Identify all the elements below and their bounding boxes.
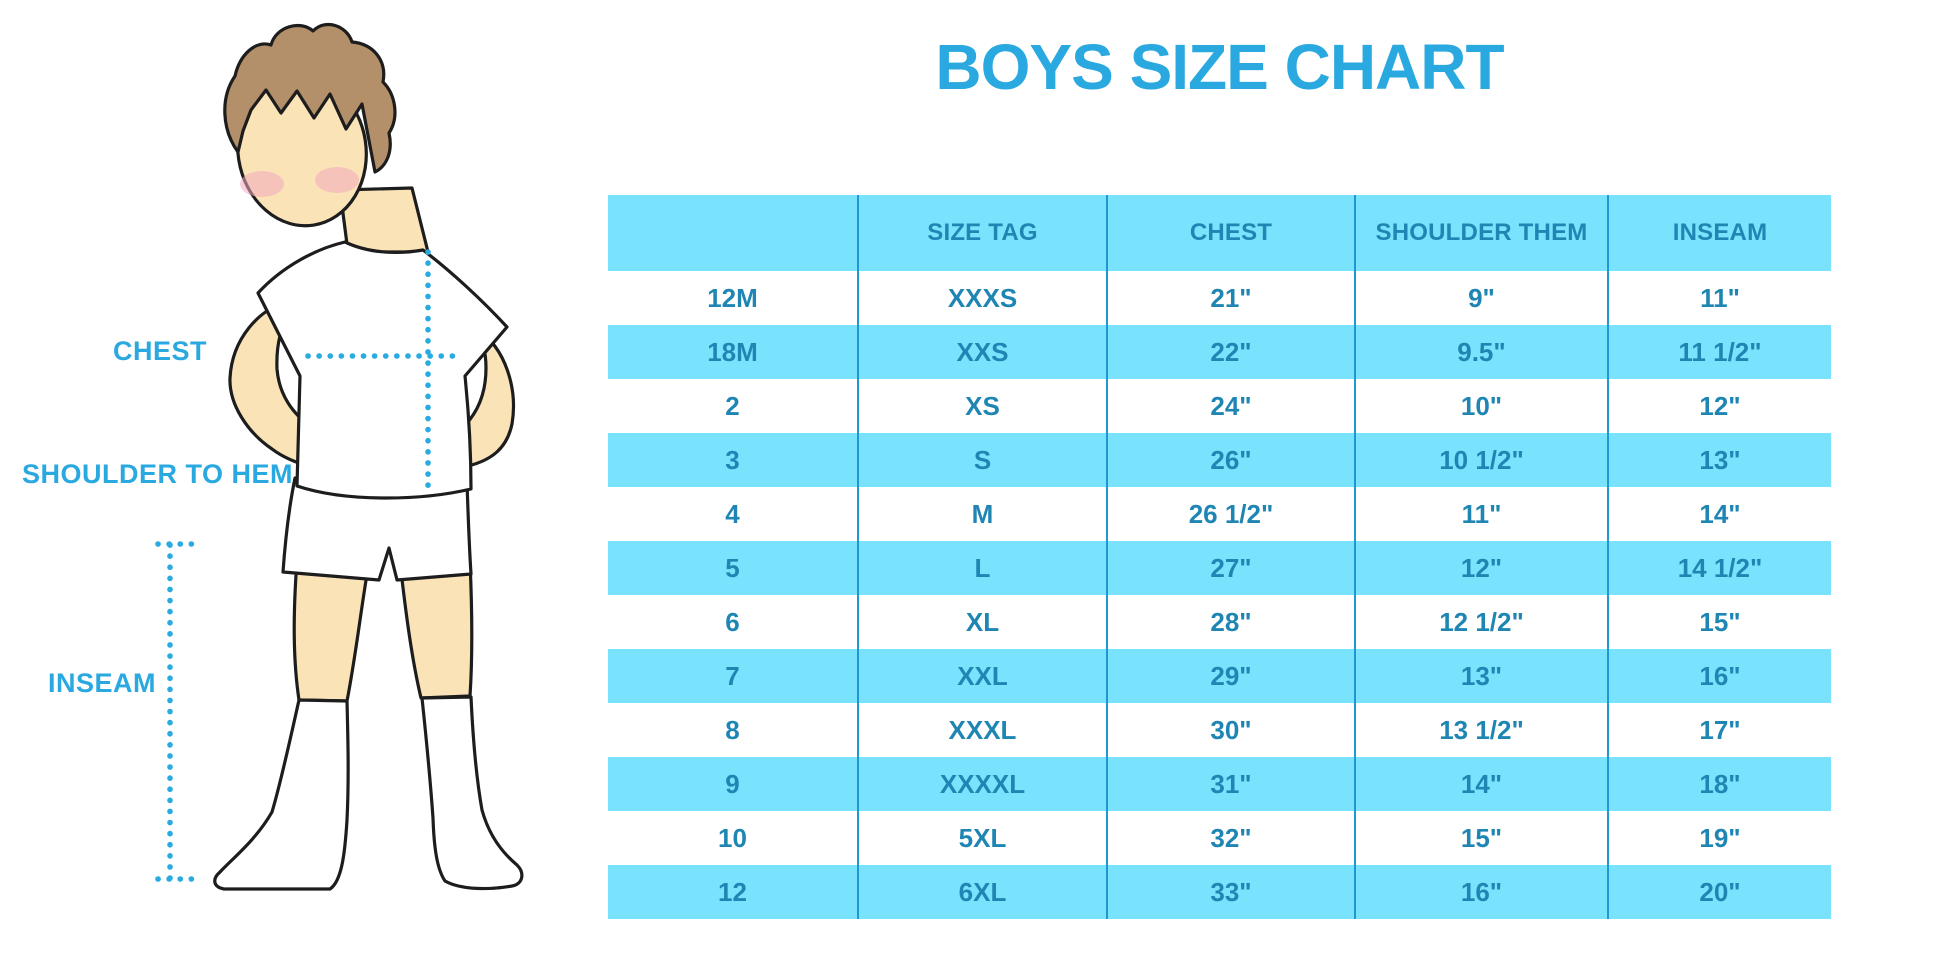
- shoulder-to-hem-measure-label: SHOULDER TO HEM: [22, 459, 294, 489]
- table-cell: M: [857, 487, 1106, 541]
- table-cell: L: [857, 541, 1106, 595]
- table-cell: XXXL: [857, 703, 1106, 757]
- table-cell: XXXXL: [857, 757, 1106, 811]
- table-row: 6 XL 28" 12 1/2" 15": [608, 595, 1831, 649]
- table-cell: 24": [1106, 379, 1354, 433]
- right-cheek-blush: [315, 167, 359, 193]
- column-header: SIZE TAG: [857, 195, 1106, 271]
- table-cell: 16": [1607, 649, 1831, 703]
- table-cell: 9": [1354, 271, 1607, 325]
- table-cell: 10": [1354, 379, 1607, 433]
- table-cell: 14": [1607, 487, 1831, 541]
- table-row: 9 XXXXL 31" 14" 18": [608, 757, 1831, 811]
- left-cheek-blush: [240, 171, 284, 197]
- table-cell: 5XL: [857, 811, 1106, 865]
- table-cell: 4: [725, 498, 740, 529]
- table-cell: 15": [1354, 811, 1607, 865]
- table-cell: 29": [1106, 649, 1354, 703]
- left-leg-shape: [292, 558, 371, 703]
- left-sock-shape: [213, 698, 350, 891]
- table-cell: 33": [1106, 865, 1354, 919]
- table-cell: XXS: [857, 325, 1106, 379]
- shorts-shape: [281, 476, 473, 582]
- table-cell: 12: [718, 876, 747, 907]
- page-title: BOYS SIZE CHART: [935, 31, 1504, 103]
- table-cell: 9: [725, 768, 740, 799]
- table-row: 10 5XL 32" 15" 19": [608, 811, 1831, 865]
- table-cell: 11 1/2": [1607, 325, 1831, 379]
- table-cell: 16": [1354, 865, 1607, 919]
- table-cell: 2: [725, 390, 740, 421]
- table-cell: 15": [1607, 595, 1831, 649]
- column-header: INSEAM: [1607, 195, 1831, 271]
- column-header: SHOULDER THEM: [1354, 195, 1607, 271]
- table-cell: 13": [1607, 433, 1831, 487]
- table-cell: 11": [1607, 271, 1831, 325]
- inseam-measure-label: INSEAM: [47, 668, 156, 698]
- table-cell: XL: [857, 595, 1106, 649]
- table-cell: 14": [1354, 757, 1607, 811]
- table-cell: 30": [1106, 703, 1354, 757]
- table-row: 18M XXS 22" 9.5" 11 1/2": [608, 325, 1831, 379]
- table-cell: 12M: [707, 282, 758, 313]
- column-header: CHEST: [1106, 195, 1354, 271]
- table-row: 12 6XL 33" 16" 20": [608, 865, 1831, 919]
- table-row: 12M XXXS 21" 9" 11": [608, 271, 1831, 325]
- table-cell: 26": [1106, 433, 1354, 487]
- table-cell: 12 1/2": [1354, 595, 1607, 649]
- table-row: 7 XXL 29" 13" 16": [608, 649, 1831, 703]
- table-cell: 17": [1607, 703, 1831, 757]
- table-cell: 31": [1106, 757, 1354, 811]
- table-cell: 14 1/2": [1607, 541, 1831, 595]
- table-cell: 6XL: [857, 865, 1106, 919]
- right-leg-shape: [398, 560, 474, 700]
- table-cell: 3: [725, 444, 740, 475]
- table-cell: 9.5": [1354, 325, 1607, 379]
- right-sock-shape: [420, 695, 524, 891]
- size-table-header-row: SIZE TAG CHEST SHOULDER THEM INSEAM: [608, 195, 1831, 271]
- table-cell: 27": [1106, 541, 1354, 595]
- table-cell: XXXS: [857, 271, 1106, 325]
- hair-shape: [223, 22, 397, 174]
- table-cell: 7: [725, 660, 740, 691]
- table-row: 3 S 26" 10 1/2" 13": [608, 433, 1831, 487]
- table-row: 8 XXXL 30" 13 1/2" 17": [608, 703, 1831, 757]
- size-table: SIZE TAG CHEST SHOULDER THEM INSEAM 12M XXXS…: [608, 195, 1831, 919]
- table-cell: 13 1/2": [1354, 703, 1607, 757]
- table-row: 2 XS 24" 10" 12": [608, 379, 1831, 433]
- table-cell: 28": [1106, 595, 1354, 649]
- table-row: 5 L 27" 12" 14 1/2": [608, 541, 1831, 595]
- table-cell: 21": [1106, 271, 1354, 325]
- table-cell: XS: [857, 379, 1106, 433]
- table-cell: 32": [1106, 811, 1354, 865]
- column-header-empty: [608, 195, 857, 271]
- table-cell: 18": [1607, 757, 1831, 811]
- table-cell: 20": [1607, 865, 1831, 919]
- table-row: 4 M 26 1/2" 11" 14": [608, 487, 1831, 541]
- table-cell: 11": [1354, 487, 1607, 541]
- table-cell: 5: [725, 552, 740, 583]
- table-cell: XXL: [857, 649, 1106, 703]
- table-cell: 22": [1106, 325, 1354, 379]
- table-cell: 6: [725, 606, 740, 637]
- table-cell: 13": [1354, 649, 1607, 703]
- table-cell: 10: [718, 822, 747, 853]
- measurement-figure: CHEST SHOULDER TO HEM INSEAM: [0, 0, 560, 973]
- table-cell: 19": [1607, 811, 1831, 865]
- table-cell: 10 1/2": [1354, 433, 1607, 487]
- left-arm-shape: [228, 298, 315, 467]
- chest-measure-label: CHEST: [112, 336, 207, 366]
- table-cell: 18M: [707, 336, 758, 367]
- table-cell: 12": [1354, 541, 1607, 595]
- table-cell: 26 1/2": [1106, 487, 1354, 541]
- table-cell: S: [857, 433, 1106, 487]
- boy-figure-illustration: [155, 22, 524, 891]
- table-cell: 12": [1607, 379, 1831, 433]
- table-cell: 8: [725, 714, 740, 745]
